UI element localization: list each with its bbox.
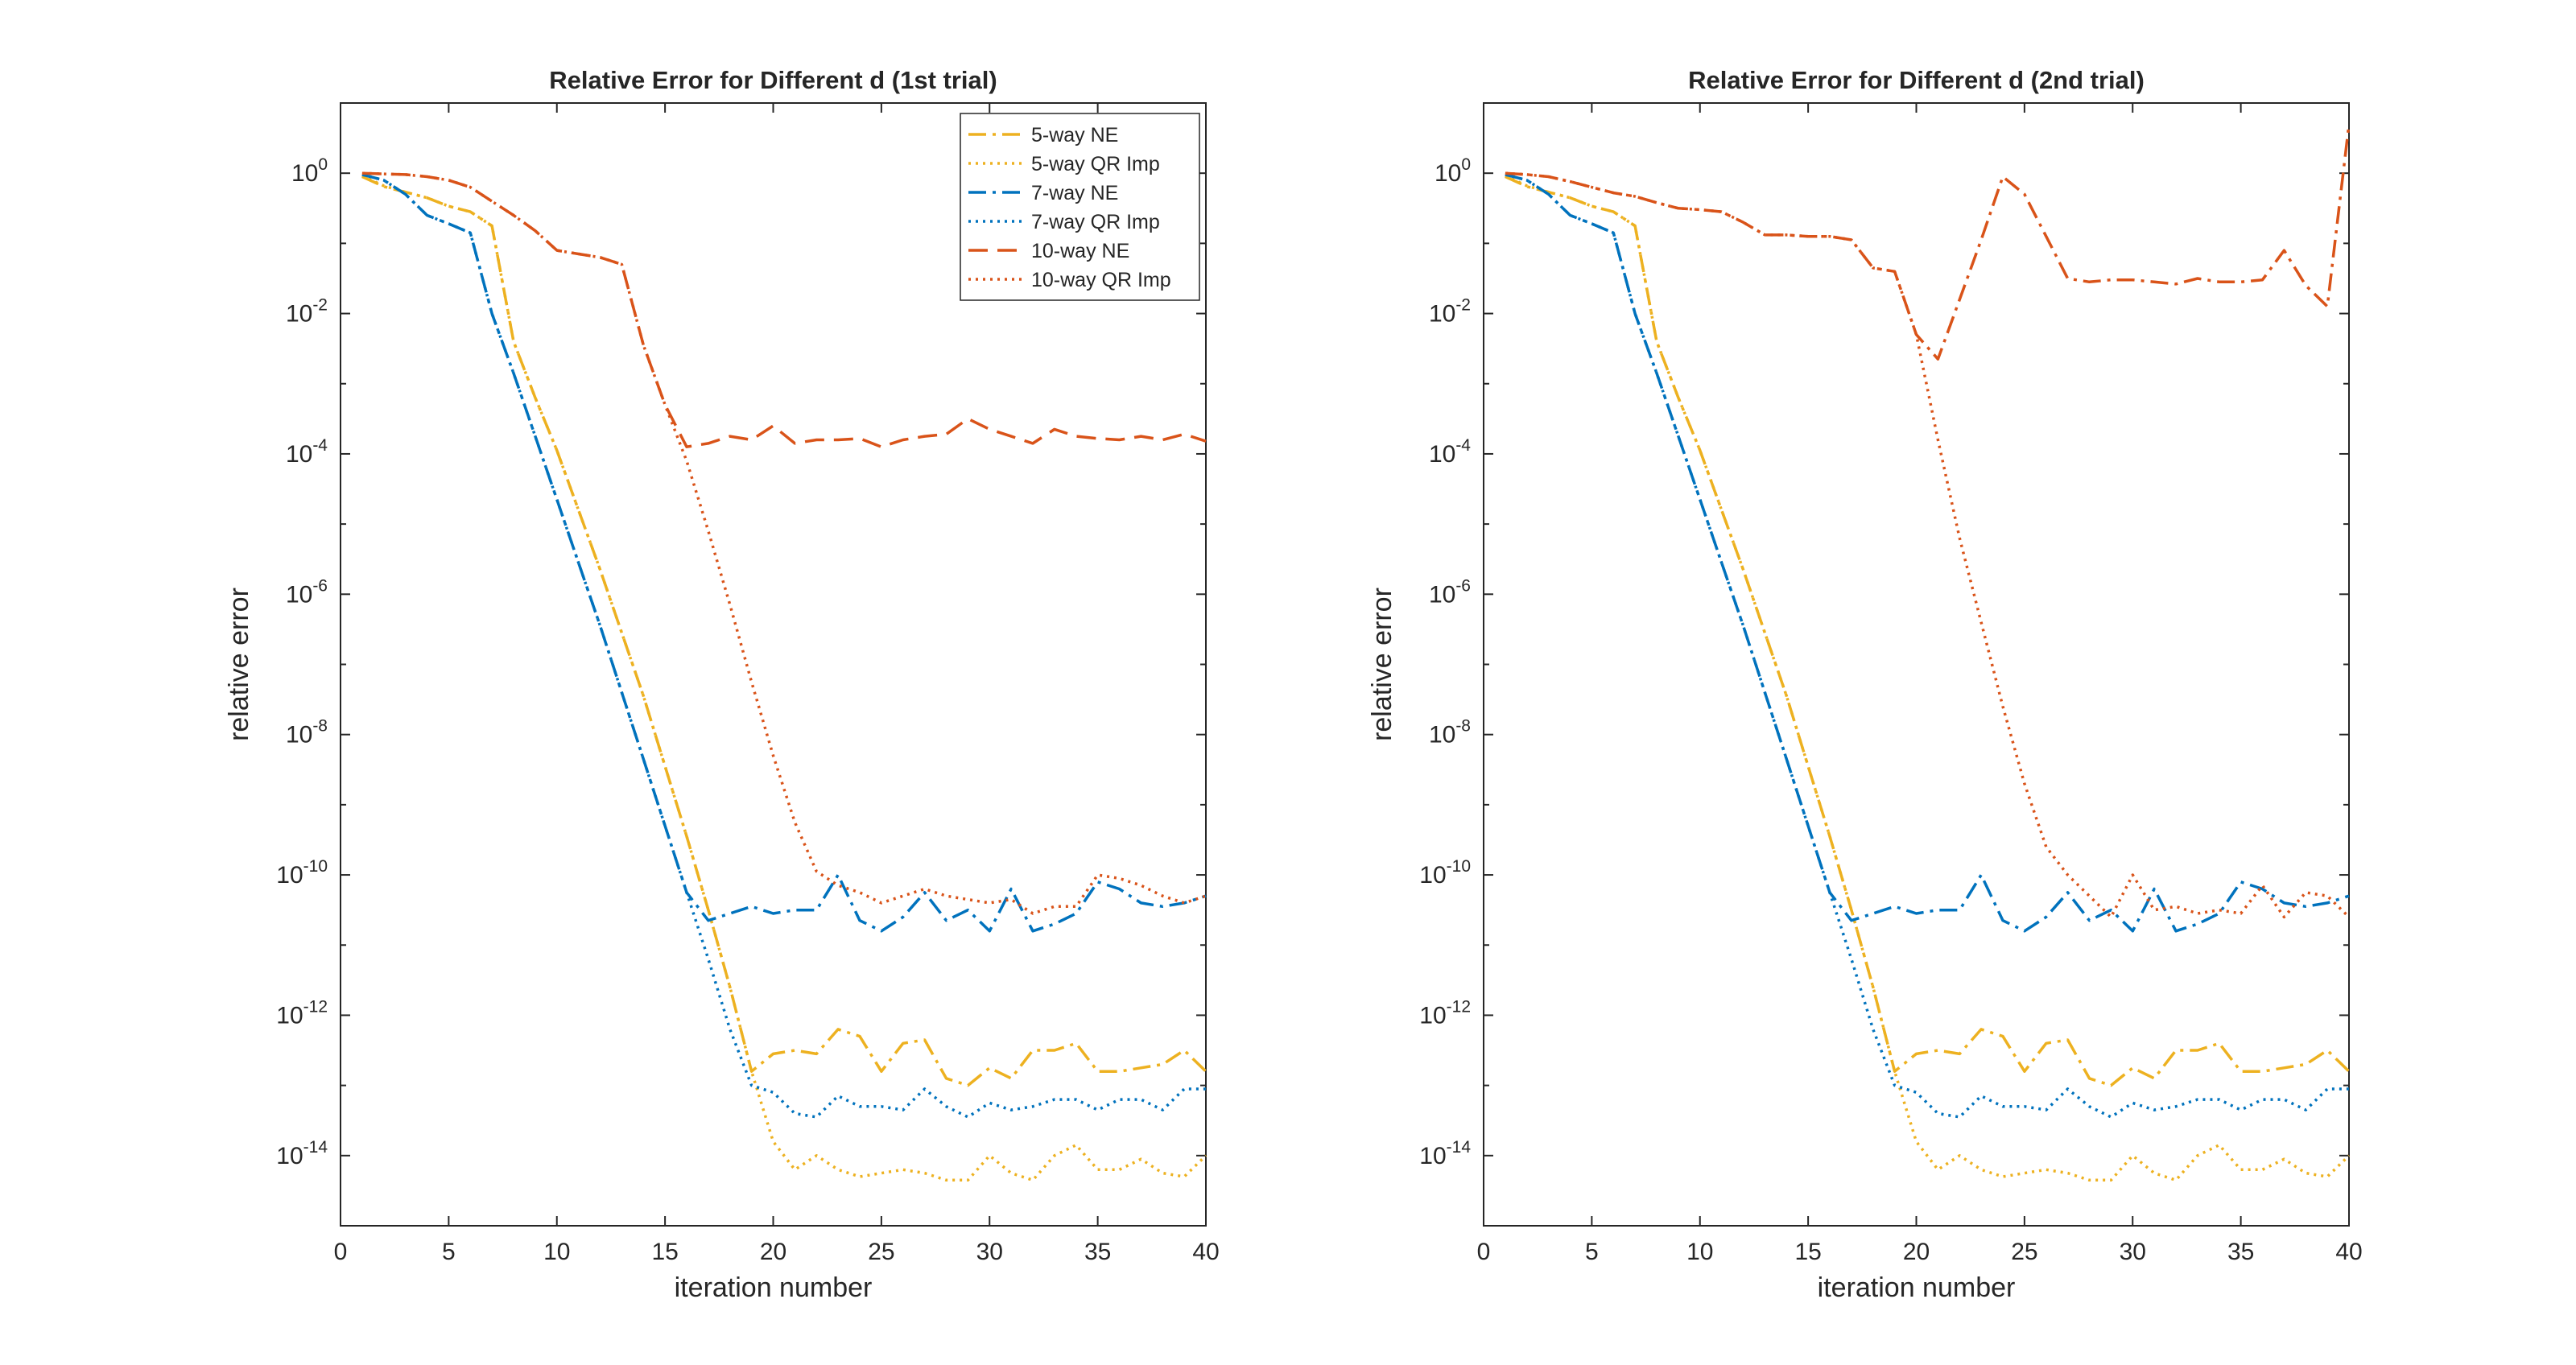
series-line-5 (361, 171, 1207, 448)
series-line-4 (361, 173, 1206, 1119)
y-tick-label: 10-14 (1419, 1138, 1471, 1169)
x-tick-label: 20 (1903, 1239, 1930, 1265)
x-tick-label: 40 (1192, 1239, 1219, 1265)
x-tick-label: 5 (442, 1239, 456, 1265)
x-tick-label: 5 (1585, 1239, 1599, 1265)
legend-entry: 5-way NE (1031, 124, 1118, 146)
y-tick-label: 10-2 (286, 296, 328, 328)
x-tick-label: 15 (1794, 1239, 1821, 1265)
chart-title: Relative Error for Different d (2nd tria… (1688, 66, 2145, 94)
series-line-2 (361, 175, 1208, 1182)
y-tick-label: 10-10 (276, 857, 328, 889)
legend-box (960, 113, 1200, 301)
x-tick-label: 15 (651, 1239, 678, 1265)
series-line-1 (361, 175, 1208, 1087)
y-tick-label: 10-12 (1419, 997, 1471, 1029)
x-tick-label: 20 (760, 1239, 786, 1265)
chart-panel-1: Relative Error for Different d (1st tria… (224, 66, 1220, 1303)
x-tick-label: 30 (976, 1239, 1003, 1265)
x-tick-label: 25 (868, 1239, 894, 1265)
x-tick-label: 10 (543, 1239, 570, 1265)
x-tick-label: 25 (2011, 1239, 2037, 1265)
x-tick-label: 0 (334, 1239, 348, 1265)
y-tick-label: 10-4 (286, 436, 328, 468)
series-line-4 (1505, 173, 2349, 1119)
legend-entry: 10-way NE (1031, 240, 1129, 262)
y-axis-label: relative error (224, 588, 254, 741)
legend-entry: 5-way QR Imp (1031, 153, 1160, 175)
y-tick-label: 10-8 (1429, 717, 1471, 748)
x-tick-label: 10 (1686, 1239, 1713, 1265)
series-line-2 (1505, 175, 2351, 1182)
legend-entry: 7-way NE (1031, 182, 1118, 204)
y-tick-label: 100 (1435, 155, 1471, 187)
x-axis-label: iteration number (675, 1272, 873, 1303)
x-tick-label: 30 (2120, 1239, 2146, 1265)
y-tick-label: 10-12 (276, 997, 328, 1029)
series-line-5 (1505, 123, 2351, 361)
chart-panel-2: Relative Error for Different d (2nd tria… (1367, 66, 2363, 1303)
axes-box (1483, 102, 2350, 1227)
x-tick-label: 40 (2335, 1239, 2362, 1265)
chart-title: Relative Error for Different d (1st tria… (549, 66, 997, 94)
x-tick-label: 35 (1084, 1239, 1111, 1265)
y-tick-label: 10-10 (1419, 857, 1471, 889)
y-tick-label: 100 (291, 155, 328, 187)
y-tick-label: 10-14 (276, 1138, 328, 1169)
y-tick-label: 10-6 (1429, 576, 1471, 608)
x-tick-label: 35 (2227, 1239, 2254, 1265)
y-tick-label: 10-2 (1429, 296, 1471, 328)
y-tick-label: 10-4 (1429, 436, 1471, 468)
legend-entry: 7-way QR Imp (1031, 211, 1160, 233)
y-axis-label: relative error (1367, 588, 1397, 741)
series-line-1 (1505, 175, 2351, 1087)
legend-entry: 10-way QR Imp (1031, 269, 1171, 291)
x-tick-label: 0 (1477, 1239, 1491, 1265)
x-axis-label: iteration number (1818, 1272, 2016, 1303)
y-tick-label: 10-6 (286, 576, 328, 608)
legend: 5-way NE 5-way QR Imp 7-way NE 7-way QR Imp… (960, 113, 1200, 301)
y-tick-label: 10-8 (286, 717, 328, 748)
